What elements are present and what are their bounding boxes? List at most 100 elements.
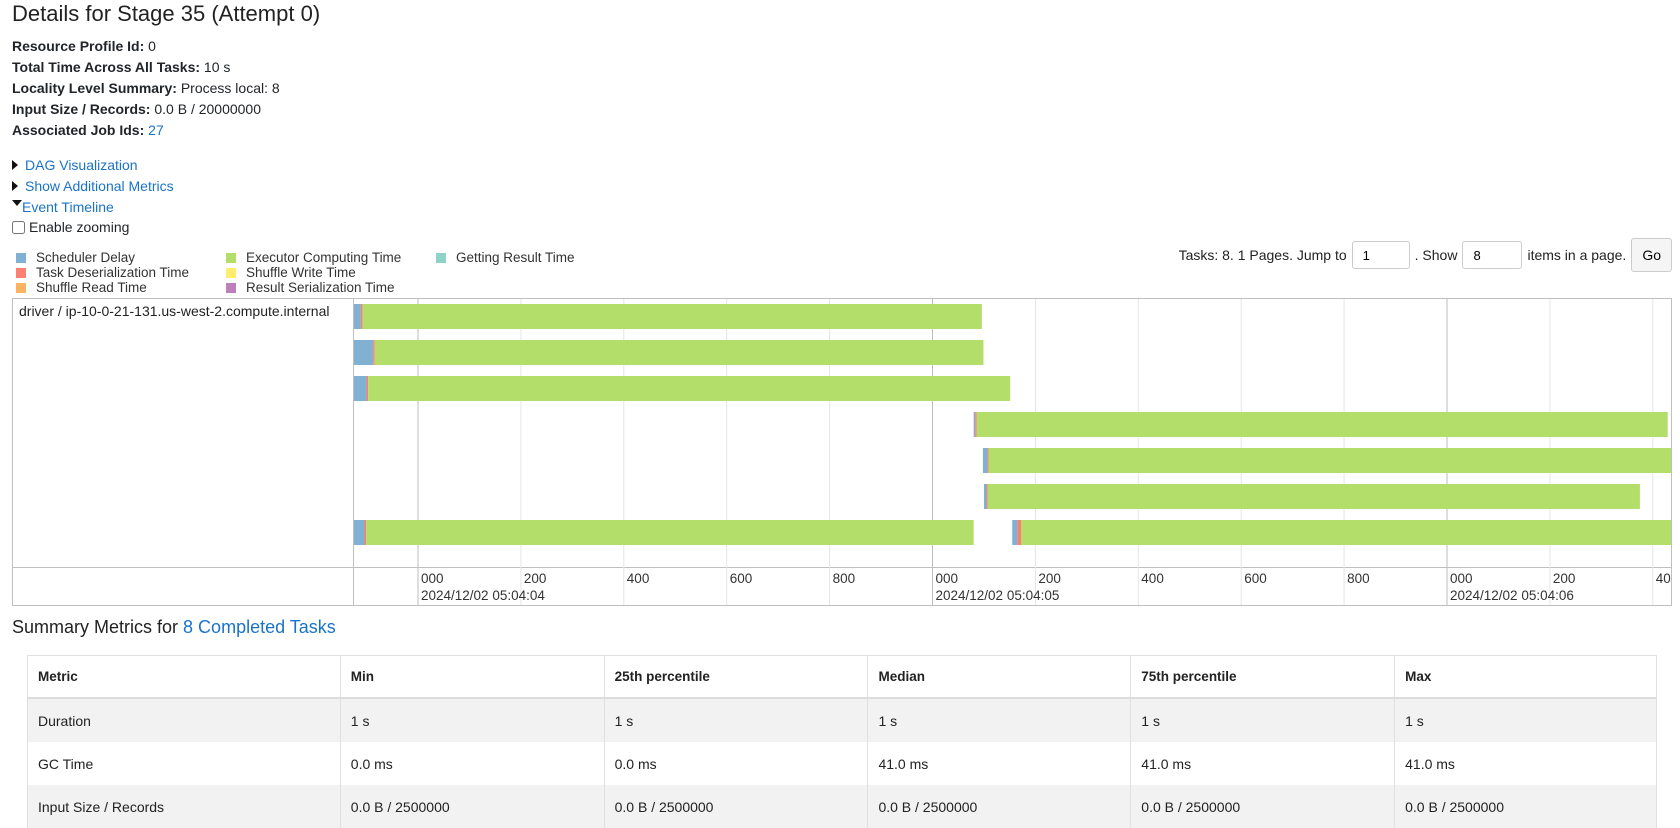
go-button[interactable]: Go [1631,238,1672,272]
executor-computing-bar [1020,520,1671,545]
task-deserialization-bar [986,484,988,509]
additional-metrics-link[interactable]: Show Additional Metrics [25,178,174,194]
table-cell: 0.0 B / 2500000 [339,785,605,828]
completed-tasks-link[interactable]: 8 Completed Tasks [183,617,336,637]
column-header[interactable]: Metric [27,655,341,699]
axis-date-label: 2024/12/02 05:04:06 [1450,588,1574,603]
executor-computing-bar [976,412,1668,437]
expanded-arrow-icon [12,200,22,206]
legend-swatch [16,252,26,263]
scheduler-delay-bar [973,412,976,437]
executor-computing-bar [368,376,1011,401]
summary-metrics-title: Summary Metrics for 8 Completed Tasks [12,617,336,637]
legend-swatch [16,267,26,278]
timeline-chart: 000 200 400 600 800 000 200 400 600 800 000 200 400 2… [354,299,1671,605]
table-row: Input Size / Records 0.0 B / 2500000 0.0… [27,785,1657,828]
axis-tick-label: 200 [1553,571,1576,586]
executor-computing-bar [362,304,982,329]
axis-tick-label: 200 [524,571,547,586]
executor-computing-bar [366,520,974,545]
enable-zooming-checkbox[interactable] [12,220,25,234]
additional-metrics-toggle[interactable]: Show Additional Metrics [12,176,174,196]
task-deserialization-bar [366,376,369,401]
table-cell: 1 s [867,698,1132,742]
column-header[interactable]: Max [1394,655,1657,699]
legend-item: Getting Result Time [436,250,575,265]
table-row: GC Time 0.0 ms 0.0 ms 41.0 ms 41.0 ms 41… [27,742,1657,785]
executor-host-label: driver / ip-10-0-21-131.us-west-2.comput… [19,303,330,319]
summary-metrics-table: Metric Min 25th percentile Median 75th p… [27,655,1657,828]
legend-swatch [226,267,236,278]
legend-item: Scheduler Delay [16,250,135,265]
scheduler-delay-bar [354,304,361,329]
task-deserialization-bar [975,412,977,437]
scheduler-delay-bar [1012,520,1018,545]
scheduler-delay-bar [354,376,367,401]
table-cell: 0.0 B / 2500000 [867,785,1132,828]
axis-tick-label: 800 [833,571,856,586]
table-header-row: Metric Min 25th percentile Median 75th p… [27,655,1657,699]
table-cell: 0.0 ms [339,742,605,785]
axis-tick-label: 400 [627,571,650,586]
table-cell: 41.0 ms [1130,742,1396,785]
task-deserialization-bar [373,340,375,365]
axis-tick-label: 000 [936,571,959,586]
table-cell: 0.0 ms [603,742,869,785]
legend-item: Result Serialization Time [226,280,395,295]
locality-row: Locality Level Summary: Process local: 8 [12,80,280,96]
legend-item: Executor Computing Time [226,250,401,265]
executor-computing-bar [987,484,1640,509]
column-header[interactable]: 25th percentile [603,655,869,699]
pager-show-label: . Show [1414,247,1458,263]
axis-tick-label: 000 [1450,571,1473,586]
dag-visualization-toggle[interactable]: DAG Visualization [12,155,138,175]
task-deserialization-bar [1017,520,1021,545]
pager-prefix: Tasks: 8. 1 Pages. Jump to [1178,247,1347,263]
metric-name: GC Time [27,742,341,785]
axis-tick-label: 200 [1038,571,1061,586]
axis-tick-label: 400 [1141,571,1164,586]
column-header[interactable]: Min [339,655,605,699]
table-cell: 1 s [1394,698,1657,742]
pager-suffix: items in a page. [1527,247,1627,263]
axis-tick-label: 000 [421,571,444,586]
jump-to-page-input[interactable] [1351,241,1410,269]
column-header[interactable]: 75th percentile [1130,655,1396,699]
total-time-row: Total Time Across All Tasks: 10 s [12,59,231,75]
collapsed-arrow-icon [12,160,18,170]
scheduler-delay-bar [982,448,988,473]
axis-tick-label: 800 [1347,571,1370,586]
metric-name: Input Size / Records [27,785,341,828]
task-deserialization-bar [364,520,367,545]
task-pager: Tasks: 8. 1 Pages. Jump to . Show items … [1179,238,1672,272]
timeline-content: 000 200 400 600 800 000 200 400 600 800 000 200 400 2… [354,299,1671,605]
legend-swatch [16,282,26,293]
scheduler-delay-bar [983,484,987,509]
event-timeline-toggle[interactable]: Event Timeline [12,197,114,217]
event-timeline-link[interactable]: Event Timeline [22,199,114,215]
enable-zooming-label: Enable zooming [29,219,130,235]
dag-visualization-link[interactable]: DAG Visualization [25,157,138,173]
table-cell: 41.0 ms [867,742,1132,785]
axis-tick-label: 600 [730,571,753,586]
axis-date-label: 2024/12/02 05:04:04 [421,588,545,603]
scheduler-delay-bar [354,340,374,365]
timeline-axis-line [13,567,1671,568]
column-header[interactable]: Median [867,655,1132,699]
axis-tick-label: 600 [1244,571,1267,586]
scheduler-delay-bar [354,520,365,545]
axis-date-label: 2024/12/02 05:04:05 [936,588,1060,603]
page-size-input[interactable] [1462,241,1523,269]
legend-swatch [226,252,236,263]
legend-item: Task Deserialization Time [16,265,189,280]
job-id-link[interactable]: 27 [148,122,164,138]
table-cell: 1 s [603,698,869,742]
stage-summary: Resource Profile Id: 0 Total Time Across… [12,36,280,141]
axis-tick-label: 400 [1656,571,1671,586]
legend-item: Shuffle Write Time [226,265,356,280]
input-size-row: Input Size / Records: 0.0 B / 20000000 [12,101,262,117]
job-ids-row: Associated Job Ids: 27 [12,122,164,138]
collapsed-arrow-icon [12,181,18,191]
legend-swatch [226,282,236,293]
metric-name: Duration [27,698,341,742]
